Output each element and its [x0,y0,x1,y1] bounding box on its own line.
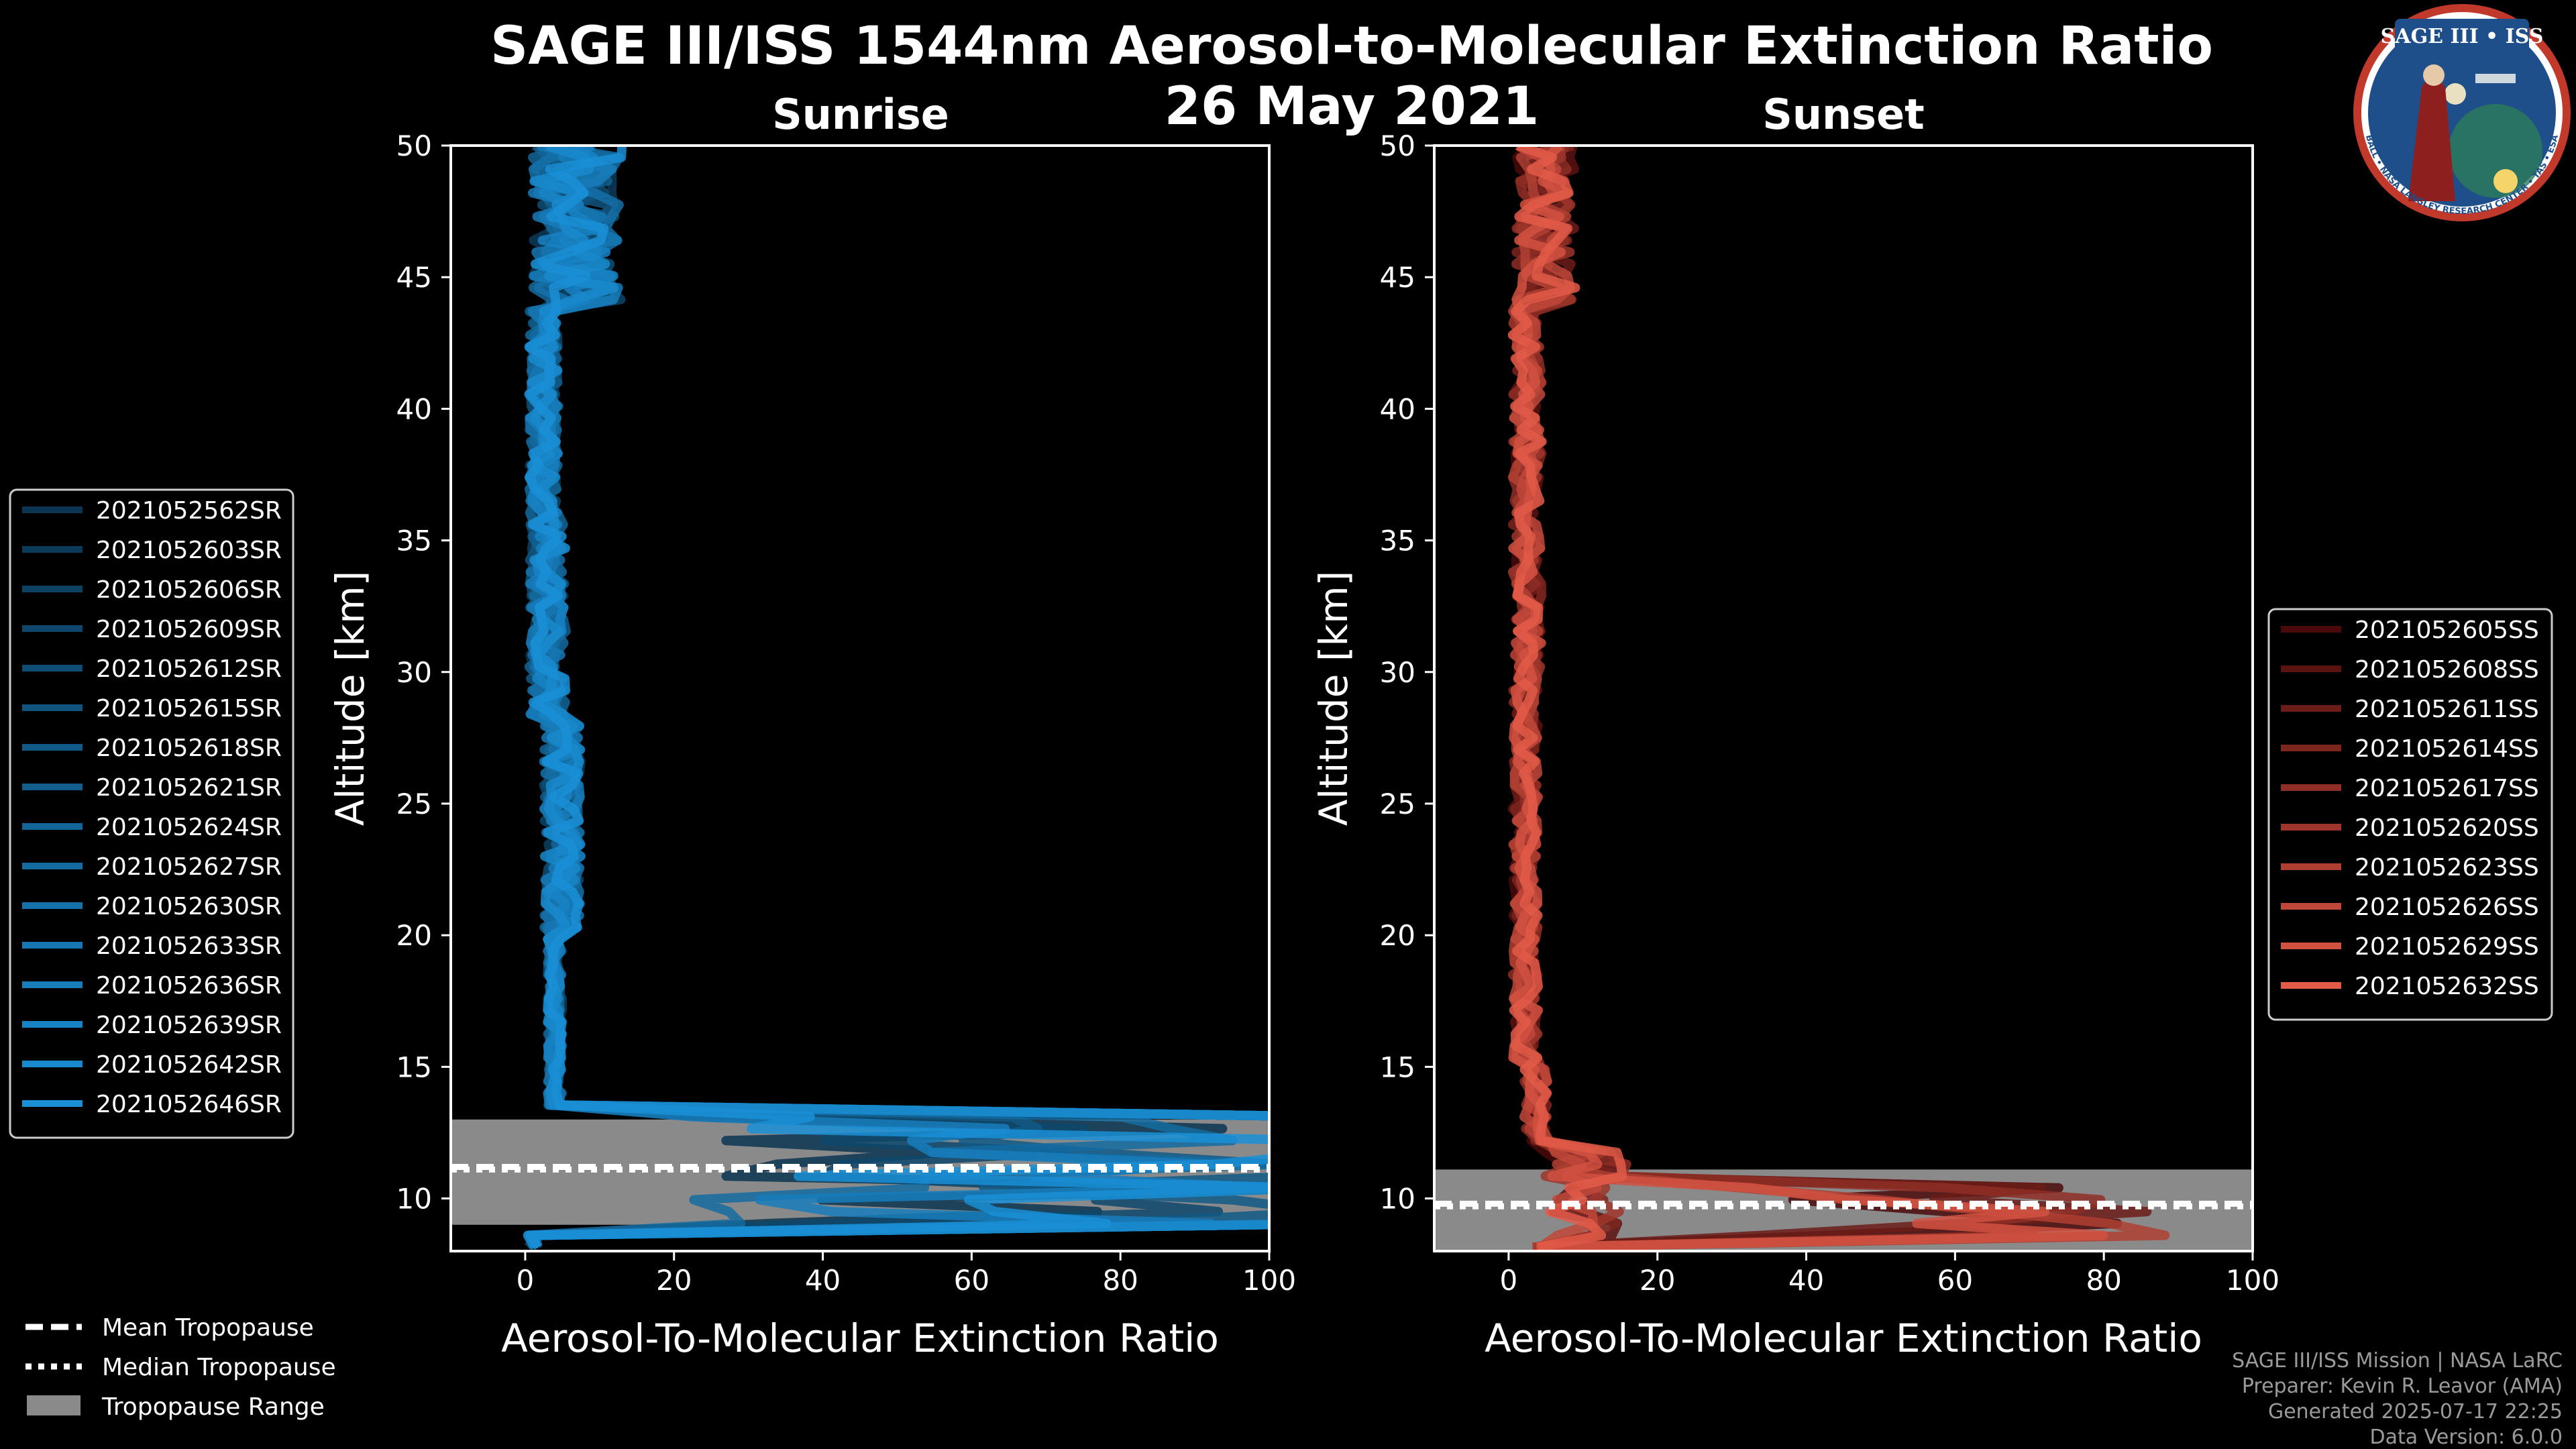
sunset-plot-frame [1433,144,2254,1252]
sunrise-legend-label: 2021052633SR [96,932,282,960]
sunset-legend-label: 2021052626SS [2355,894,2539,921]
sunrise-y-tick-label: 10 [396,1183,432,1216]
sunset-y-tick-label: 50 [1380,129,1415,162]
sunrise-x-tick-label: 80 [1102,1264,1138,1297]
sunset-profile-line [1507,146,1627,1251]
sunset-y-tick-label: 20 [1380,919,1415,952]
footer-mission: SAGE III/ISS Mission | NASA LaRC [2232,1349,2563,1373]
sunrise-chart: 0 20 40 60 80 100 10 15 20 25 30 35 40 45 50 Aerosol-To… [327,129,1296,1361]
sunset-plot-area [1434,146,2253,1251]
sunrise-legend-label: 2021052612SR [96,655,282,683]
sunset-x-tick-label: 60 [1937,1264,1973,1297]
sunrise-legend-label: 2021052646SR [96,1091,282,1118]
sunset-legend-label: 2021052605SS [2355,616,2539,644]
sunset-y-tick-label: 15 [1380,1051,1415,1083]
sunrise-legend-label: 2021052636SR [96,972,282,1000]
sunset-y-tick-label: 30 [1380,656,1415,689]
sunset-plot-layer [1434,146,2253,1251]
median-tropopause-label: Median Tropopause [102,1354,336,1381]
footer-data-version: Data Version: 6.0.0 [2370,1426,2563,1449]
footer-preparer: Preparer: Kevin R. Leavor (AMA) [2242,1375,2563,1398]
sunset-legend-label: 2021052611SS [2355,696,2539,723]
sunrise-legend: 2021052562SR 2021052603SR 2021052606SR 2021… [9,488,294,1139]
sunset-panel-title: Sunset [1762,90,1925,139]
sunset-legend-label: 2021052614SS [2355,735,2539,763]
sunrise-y-axis-label: Altitude [km] [327,571,373,826]
logo-figure-robe [2408,77,2455,201]
sunrise-y-tick-label: 50 [396,129,432,162]
sunrise-legend-label: 2021052618SR [96,735,282,762]
sunrise-y-tick-label: 25 [396,788,432,820]
sunset-y-axis-label: Altitude [km] [1311,571,1356,826]
sunset-y-tick-label: 35 [1380,525,1415,557]
figure-title: SAGE III/ISS 1544nm Aerosol-to-Molecular… [490,16,2213,76]
sunrise-panel-title: Sunrise [772,90,949,139]
sunrise-legend-label: 2021052621SR [96,774,282,802]
sunset-x-tick-label: 20 [1640,1264,1675,1297]
sunrise-x-tick-label: 60 [954,1264,989,1297]
sunrise-legend-label: 2021052630SR [96,893,282,920]
sunrise-y-tick-label: 40 [396,392,432,425]
sunrise-y-tick-label: 20 [396,919,432,952]
tropopause-legend: Mean Tropopause Median Tropopause Tropop… [25,1314,336,1421]
sunrise-x-axis-label: Aerosol-To-Molecular Extinction Ratio [501,1316,1219,1361]
sunrise-legend-label: 2021052562SR [96,497,282,525]
mean-tropopause-label: Mean Tropopause [102,1314,314,1342]
sunrise-plot-layer [451,146,1269,1250]
sunset-legend-label: 2021052632SS [2355,973,2539,1000]
logo-moon [2445,83,2466,105]
sunset-legend-label: 2021052617SS [2355,775,2539,802]
sunset-legend: 2021052605SS 2021052608SS 2021052611SS 2021… [2267,608,2553,1021]
sunrise-x-tick-label: 0 [517,1264,535,1297]
logo-figure-head [2423,64,2445,86]
logo-station [2475,74,2516,83]
sunset-y-tick-label: 10 [1380,1183,1415,1216]
sunset-legend-label: 2021052623SS [2355,854,2539,881]
sunset-x-tick-label: 40 [1788,1264,1824,1297]
sunrise-x-tick-label: 40 [805,1264,841,1297]
tropopause-range-label: Tropopause Range [101,1393,325,1421]
sunrise-y-tick-label: 45 [396,261,432,294]
sunset-y-tick-label: 45 [1380,261,1415,294]
logo-sun [2493,169,2518,193]
sunrise-legend-label: 2021052615SR [96,695,282,722]
sunrise-legend-label: 2021052606SR [96,576,282,604]
sunrise-y-tick-label: 35 [396,525,432,557]
tropopause-range-swatch [27,1395,80,1415]
sunrise-legend-label: 2021052603SR [96,537,282,564]
sunset-legend-label: 2021052620SS [2355,814,2539,842]
sunrise-legend-label: 2021052624SR [96,814,282,841]
sunrise-x-tick-label: 20 [656,1264,692,1297]
footer-generated: Generated 2025-07-17 22:25 [2268,1400,2563,1424]
logo-earth [2449,104,2542,198]
sunrise-plot-frame [449,144,1271,1252]
sunset-legend-label: 2021052608SS [2355,656,2539,684]
sunset-x-tick-label: 80 [2086,1264,2121,1297]
sage-iii-iss-logo: SAGE III • ISS BALL • NASA LANGLEY RESEA… [2353,4,2571,221]
sunrise-plot-area [451,146,1269,1251]
sunset-y-tick-label: 40 [1380,392,1415,425]
sunrise-x-tick-label: 100 [1242,1264,1296,1297]
sunset-x-tick-label: 0 [1500,1264,1518,1297]
sunset-profile-line [1508,146,2108,1251]
sunset-y-tick-label: 25 [1380,788,1415,820]
sunrise-legend-frame [9,488,294,1139]
sunrise-legend-label: 2021052609SR [96,616,282,643]
logo-text: SAGE III • ISS [2381,25,2544,48]
sunrise-profile-line [524,146,1269,1250]
sunrise-y-tick-label: 30 [396,656,432,689]
sunset-legend-label: 2021052629SS [2355,933,2539,961]
sunrise-legend-label: 2021052627SR [96,853,282,881]
figure-date: 26 May 2021 [1165,76,1540,137]
sunrise-y-tick-label: 15 [396,1051,432,1083]
sunset-x-tick-label: 100 [2226,1264,2279,1297]
sunrise-legend-label: 2021052642SR [96,1051,282,1079]
sunset-x-axis-label: Aerosol-To-Molecular Extinction Ratio [1485,1316,2202,1361]
sunset-chart: 0 20 40 60 80 100 10 15 20 25 30 35 40 45 50 Aerosol-To… [1311,129,2279,1361]
logo-banner [2395,19,2529,54]
sunrise-legend-label: 2021052639SR [96,1012,282,1039]
